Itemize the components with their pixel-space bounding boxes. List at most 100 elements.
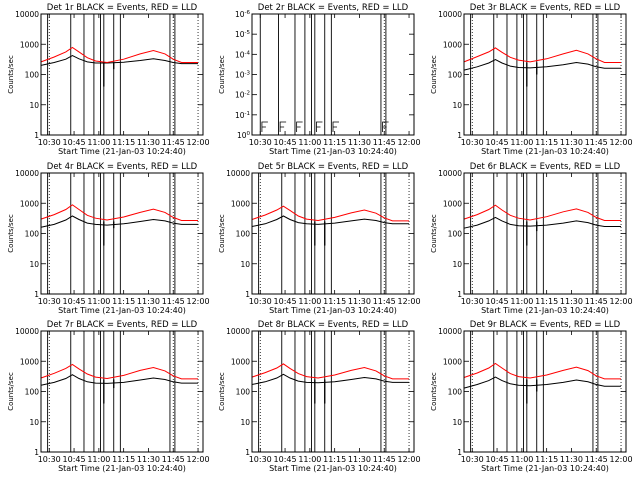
- x-tick-label: 12:00: [187, 297, 210, 306]
- x-tick-label: 10:30: [38, 297, 61, 306]
- y-tick-label: 10: [452, 418, 462, 427]
- x-axis-label: Start Time (21-Jan-03 10:24:40): [269, 464, 397, 473]
- events-series-line: [463, 59, 621, 71]
- lld-series-line: [251, 363, 409, 380]
- lld-series-line: [40, 204, 198, 221]
- x-tick-label: 11:00: [510, 138, 533, 147]
- y-axis-label: Counts/sec: [7, 55, 15, 94]
- x-tick-label: 11:30: [560, 138, 583, 147]
- x-tick-label: 10:30: [38, 138, 61, 147]
- chart-title: Det 6r BLACK = Events, RED = LLD: [470, 162, 621, 172]
- y-tick-label: 10000: [15, 327, 39, 336]
- x-tick-label: 11:00: [298, 297, 321, 306]
- y-tick-label: 1000: [231, 357, 250, 366]
- events-series-line: [251, 215, 409, 227]
- chart-title: Det 4r BLACK = Events, RED = LLD: [47, 162, 198, 172]
- y-tick-label: 100: [25, 388, 40, 397]
- events-series-line: [40, 374, 198, 386]
- y-tick-label: 10000: [438, 10, 462, 19]
- y-tick-label: 10: [29, 260, 39, 269]
- x-tick-label: 10:45: [274, 297, 297, 306]
- x-tick-label: 11:30: [560, 297, 583, 306]
- y-tick-label: 1: [457, 131, 462, 140]
- y-tick-label: 10000: [15, 169, 39, 178]
- chart-title: Det 3r BLACK = Events, RED = LLD: [470, 3, 621, 13]
- plot-frame: [40, 172, 204, 295]
- y-tick-label: 10: [240, 418, 250, 427]
- x-tick-label: 11:45: [585, 297, 608, 306]
- chart-title: Det 8r BLACK = Events, RED = LLD: [258, 320, 409, 330]
- x-tick-label: 11:15: [535, 455, 558, 464]
- x-tick-label: 10:45: [63, 455, 86, 464]
- x-tick-label: 11:45: [373, 455, 396, 464]
- chart-panel-3: Det 3r BLACK = Events, RED = LLD 10:30 10:…: [430, 3, 633, 156]
- y-tick-label: 10000: [438, 169, 462, 178]
- x-axis-label: Start Time (21-Jan-03 10:24:40): [269, 147, 397, 156]
- x-axis-label: Start Time (21-Jan-03 10:24:40): [58, 306, 186, 315]
- lld-series-line: [40, 46, 198, 64]
- x-tick-label: 11:00: [87, 297, 110, 306]
- y-tick-label: 10-3: [235, 71, 251, 80]
- lld-series-line: [463, 362, 621, 380]
- x-tick-label: 11:00: [87, 455, 110, 464]
- x-tick-label: 10:45: [274, 138, 297, 147]
- x-tick-label: 11:30: [137, 297, 160, 306]
- y-axis-label: Counts/sec: [430, 55, 438, 94]
- flag-marker: [382, 121, 389, 132]
- chart-title: Det 7r BLACK = Events, RED = LLD: [47, 320, 198, 330]
- x-tick-label: 11:45: [585, 138, 608, 147]
- chart-title: Det 5r BLACK = Events, RED = LLD: [258, 162, 409, 172]
- chart-title: Det 2r BLACK = Events, RED = LLD: [258, 3, 409, 13]
- chart-panel-7: Det 7r BLACK = Events, RED = LLD 10:30 10:…: [7, 320, 210, 473]
- y-tick-label: 10: [452, 101, 462, 110]
- y-tick-label: 10000: [226, 169, 250, 178]
- x-tick-label: 11:15: [323, 138, 346, 147]
- y-tick-label: 1: [245, 290, 250, 299]
- y-axis-label: Counts/sec: [218, 55, 226, 94]
- plot-frame: [40, 13, 204, 136]
- x-tick-label: 11:15: [112, 138, 135, 147]
- x-tick-label: 11:15: [112, 297, 135, 306]
- x-tick-label: 11:45: [162, 138, 185, 147]
- x-tick-label: 11:30: [348, 138, 371, 147]
- x-tick-label: 10:30: [461, 138, 484, 147]
- y-tick-label: 10000: [226, 327, 250, 336]
- x-axis-label: Start Time (21-Jan-03 10:24:40): [58, 464, 186, 473]
- flag-marker: [261, 121, 268, 132]
- x-tick-label: 12:00: [610, 138, 633, 147]
- y-tick-label: 10: [29, 418, 39, 427]
- chart-panel-6: Det 6r BLACK = Events, RED = LLD 10:30 10:…: [430, 162, 633, 315]
- chart-panel-2: Det 2r BLACK = Events, RED = LLD 10:30 10:…: [218, 3, 421, 156]
- x-tick-label: 11:45: [585, 455, 608, 464]
- x-tick-label: 11:00: [510, 297, 533, 306]
- y-tick-label: 10-5: [235, 30, 251, 39]
- x-tick-label: 11:30: [137, 455, 160, 464]
- flag-marker: [332, 121, 339, 132]
- flag-marker: [316, 121, 323, 132]
- y-tick-label: 10: [452, 260, 462, 269]
- x-tick-label: 11:00: [298, 455, 321, 464]
- events-series-line: [40, 215, 198, 228]
- plot-frame: [251, 330, 415, 453]
- x-axis-label: Start Time (21-Jan-03 10:24:40): [481, 464, 609, 473]
- y-tick-label: 100: [25, 230, 40, 239]
- x-tick-label: 10:45: [63, 297, 86, 306]
- chart-title: Det 1r BLACK = Events, RED = LLD: [47, 3, 198, 13]
- plot-frame: [463, 330, 627, 453]
- x-tick-label: 10:45: [486, 297, 509, 306]
- y-tick-label: 100: [237, 131, 251, 140]
- x-tick-label: 11:15: [112, 455, 135, 464]
- flag-marker: [279, 121, 287, 132]
- x-tick-label: 10:30: [249, 138, 272, 147]
- y-axis-label: Counts/sec: [7, 372, 15, 411]
- x-axis-label: Start Time (21-Jan-03 10:24:40): [481, 306, 609, 315]
- chart-panel-8: Det 8r BLACK = Events, RED = LLD 10:30 10:…: [218, 320, 421, 473]
- x-tick-label: 11:15: [323, 297, 346, 306]
- y-tick-label: 10000: [438, 327, 462, 336]
- y-tick-label: 1000: [443, 357, 462, 366]
- y-tick-label: 10-1: [235, 111, 250, 120]
- y-tick-label: 10-2: [235, 91, 250, 100]
- x-tick-label: 10:30: [249, 297, 272, 306]
- x-tick-label: 11:15: [535, 297, 558, 306]
- y-tick-label: 1000: [20, 199, 39, 208]
